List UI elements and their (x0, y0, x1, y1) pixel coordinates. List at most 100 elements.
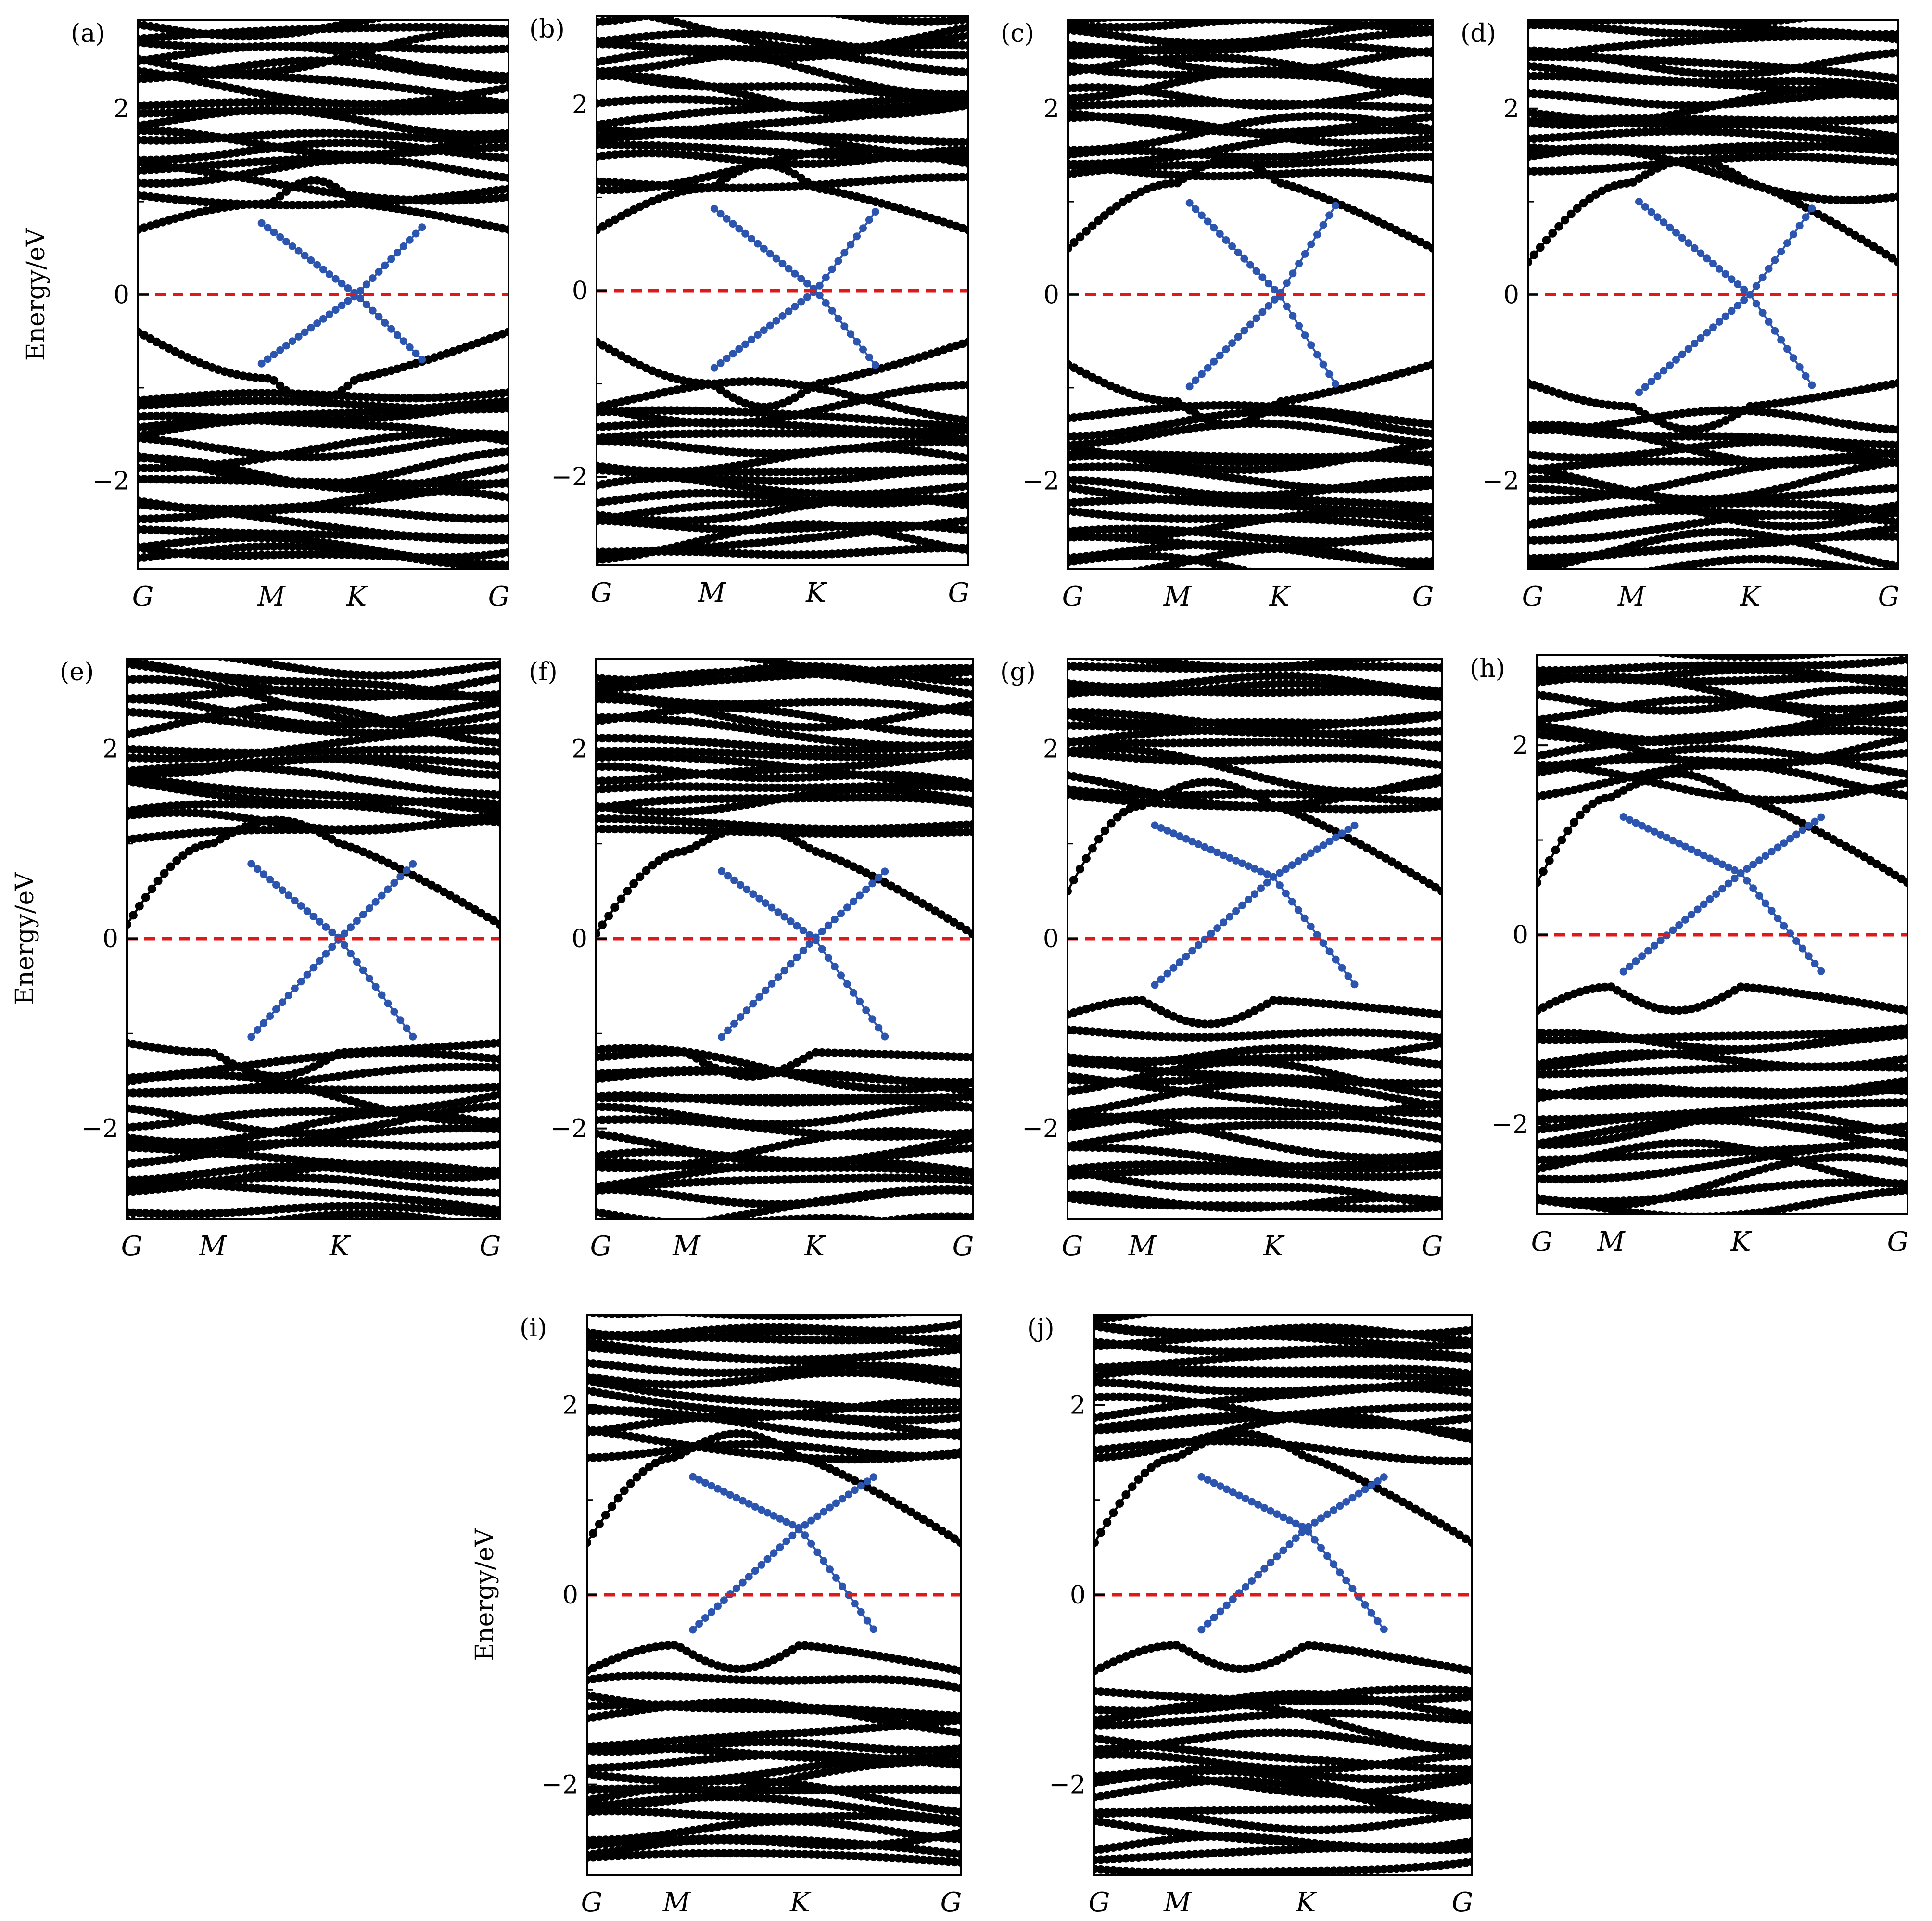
dirac-band-point (791, 270, 799, 278)
dirac-band-point (338, 302, 346, 309)
dirac-band-point (779, 260, 787, 267)
kpoint-label: G (488, 581, 510, 612)
dirac-band-point (270, 351, 278, 358)
y-tick-label: 0 (114, 281, 129, 310)
dirac-band-point (295, 247, 303, 255)
dirac-band-point (282, 342, 290, 350)
dirac-band-point (723, 355, 731, 362)
dirac-band-point (872, 361, 879, 369)
dirac-band-point (375, 313, 383, 320)
dirac-band-point (282, 238, 290, 245)
dirac-band-point (847, 241, 854, 248)
dirac-band-point (766, 250, 774, 257)
dirac-band-point (338, 280, 346, 287)
dirac-band-point (313, 261, 321, 269)
dirac-band-point (344, 297, 352, 305)
dirac-band-point (332, 306, 340, 314)
panel-label: (b) (529, 15, 565, 44)
dirac-band-point (791, 303, 799, 310)
dirac-band-point (816, 282, 824, 290)
dirac-band-point (865, 216, 873, 224)
dirac-band-point (326, 310, 333, 318)
y-tick-label: −2 (92, 467, 129, 496)
dirac-band-point (822, 274, 830, 281)
dirac-band-point (773, 255, 780, 263)
dirac-band-point (418, 223, 426, 231)
dirac-band-point (363, 280, 370, 288)
dirac-band-point (717, 359, 724, 367)
kpoint-label: G (132, 581, 154, 612)
dirac-band-point (741, 341, 749, 348)
panel-label: (a) (71, 19, 105, 48)
dirac-band-point (326, 270, 333, 278)
kpoint-label: M (698, 577, 726, 609)
dirac-band-point (400, 242, 407, 250)
dirac-band-point (785, 265, 792, 272)
y-tick-label: 2 (114, 95, 129, 124)
dirac-band-point (828, 266, 836, 273)
dirac-band-point (387, 255, 395, 263)
dirac-band-point (270, 229, 278, 236)
dirac-band-point (412, 350, 420, 357)
dirac-band-point (264, 224, 272, 231)
dirac-band-point (723, 215, 731, 223)
dirac-band-point (717, 210, 724, 217)
dirac-band-point (835, 257, 842, 265)
dirac-band-point (295, 333, 303, 341)
y-tick-label: −2 (551, 463, 588, 492)
kpoint-label: G (948, 577, 970, 609)
dirac-band-point (859, 346, 867, 354)
dirac-band-point (779, 312, 787, 320)
dirac-band-point (853, 338, 861, 346)
kpoint-label: K (346, 581, 368, 612)
dirac-band-point (319, 266, 327, 273)
dirac-band-point (418, 356, 426, 363)
dirac-band-point (711, 205, 718, 213)
y-axis-label: Energy/eV (22, 228, 51, 361)
dirac-band-point (773, 317, 780, 325)
dirac-band-point (828, 307, 836, 315)
dirac-band-point (394, 249, 401, 256)
dirac-band-point (729, 220, 737, 228)
dirac-band-point (307, 324, 315, 331)
dirac-band-point (766, 322, 774, 330)
dirac-band-point (387, 325, 395, 333)
dirac-band-point (375, 268, 383, 276)
dirac-band-point (711, 364, 718, 372)
dirac-band-point (332, 275, 340, 283)
dirac-band-point (754, 331, 762, 339)
dirac-band-point (307, 256, 315, 264)
dirac-band-point (289, 337, 296, 345)
dirac-band-point (729, 350, 737, 357)
kpoint-label: K (805, 577, 827, 609)
dirac-band-point (865, 354, 873, 361)
dirac-band-point (835, 315, 842, 322)
dirac-band-point (748, 235, 755, 242)
dirac-band-point (406, 236, 414, 244)
dirac-band-point (406, 343, 414, 351)
dirac-band-point (264, 355, 272, 363)
dirac-band-point (344, 284, 352, 292)
y-tick-label: 0 (572, 277, 588, 305)
dirac-band-point (381, 319, 389, 327)
dirac-band-point (356, 287, 364, 295)
dirac-band-point (301, 252, 309, 259)
kpoint-label: G (591, 577, 612, 609)
dirac-band-point (276, 346, 284, 354)
dirac-band-point (394, 331, 401, 339)
dirac-band-point (400, 337, 407, 345)
dirac-band-point (760, 326, 768, 334)
dirac-band-point (369, 307, 377, 315)
dirac-band-point (741, 230, 749, 238)
dirac-band-point (363, 301, 370, 308)
dirac-band-point (797, 298, 805, 306)
dirac-band-point (369, 274, 377, 282)
dirac-band-point (258, 219, 266, 227)
y-tick-label: 2 (572, 90, 588, 119)
dirac-band-point (797, 275, 805, 282)
dirac-band-point (754, 240, 762, 248)
dirac-band-point (822, 299, 830, 307)
dirac-band-point (319, 315, 327, 323)
dirac-band-point (803, 293, 811, 301)
